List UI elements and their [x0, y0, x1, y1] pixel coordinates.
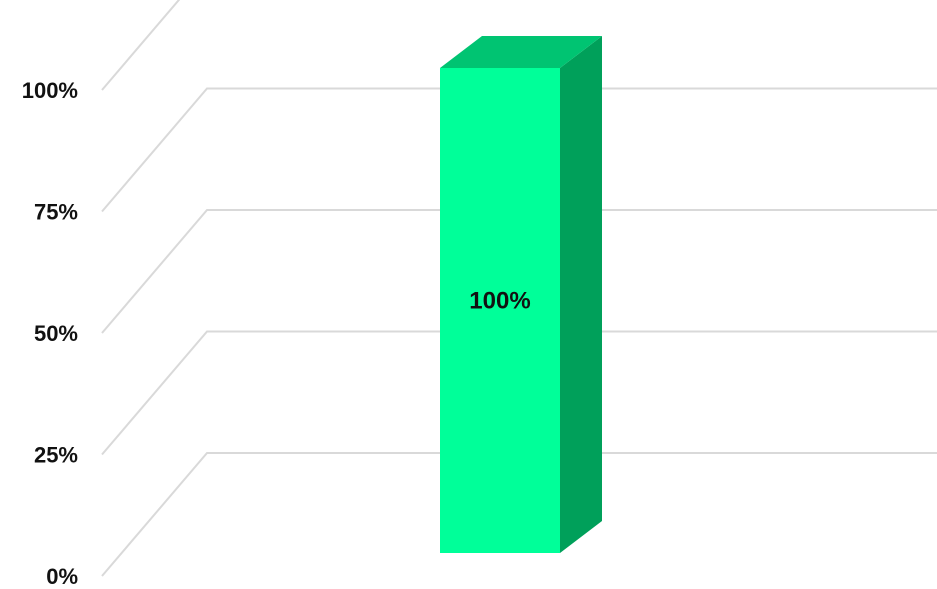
y-tick-label: 0%	[46, 564, 78, 589]
gridline	[101, 0, 181, 91]
y-tick-label: 25%	[34, 443, 78, 468]
data-labels: 100%	[469, 288, 530, 315]
bar-side-face	[560, 36, 602, 553]
y-tick-label: 75%	[34, 200, 78, 225]
gridline	[101, 209, 937, 334]
bar-front-face	[440, 68, 560, 553]
y-tick-label: 50%	[34, 321, 78, 346]
gridline	[101, 330, 937, 456]
bar-top-face	[440, 36, 602, 68]
grid	[101, 0, 937, 577]
y-tick-label: 100%	[22, 78, 78, 103]
gridline	[101, 87, 937, 213]
bar	[440, 36, 602, 553]
y-axis-ticks: 0% 25% 50% 75% 100%	[22, 78, 78, 589]
bar-data-label: 100%	[469, 288, 530, 315]
gridline	[101, 452, 937, 577]
bars	[440, 36, 602, 553]
